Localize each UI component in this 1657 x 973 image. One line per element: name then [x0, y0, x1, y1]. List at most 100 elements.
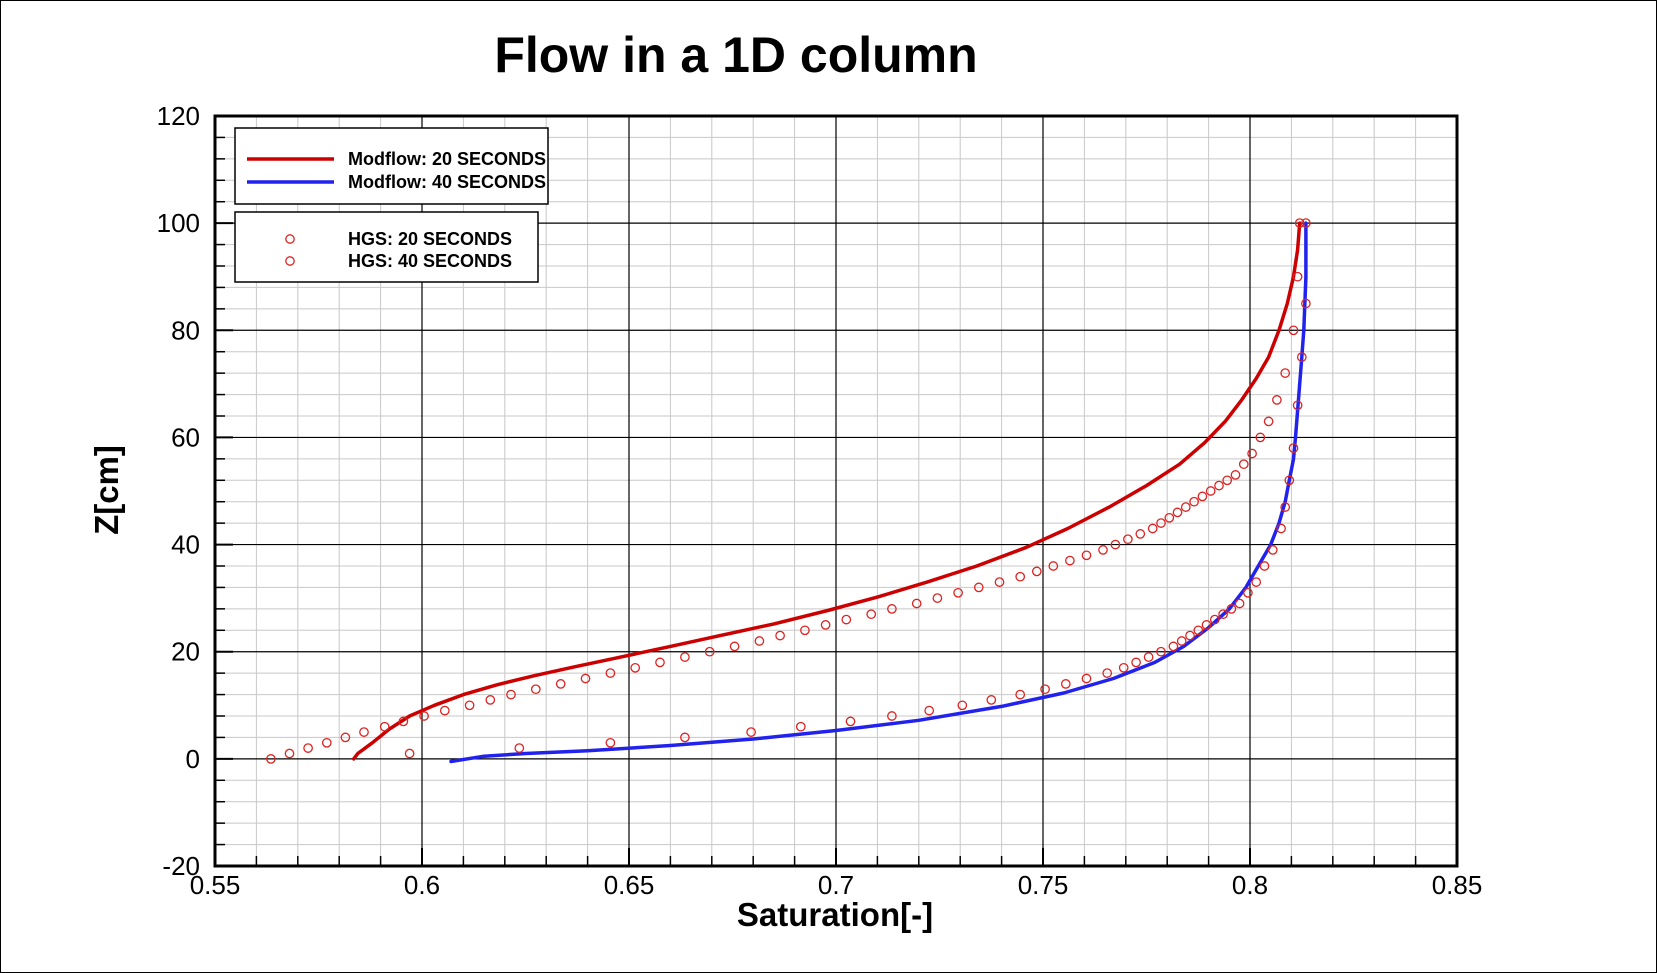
data-point — [1135, 529, 1146, 539]
data-point — [994, 577, 1005, 587]
series-modflow-40-seconds — [449, 221, 1308, 764]
data-point — [1143, 652, 1154, 662]
data-point — [506, 689, 516, 700]
data-point — [419, 711, 429, 721]
series-hgs-40-seconds — [404, 218, 1311, 759]
data-point — [439, 705, 450, 716]
legend-label: Modflow: 20 SECONDS — [348, 149, 546, 169]
data-point — [398, 716, 409, 727]
data-point — [1230, 470, 1241, 480]
data-point — [630, 662, 641, 673]
x-axis-label: Saturation[-] — [737, 896, 933, 933]
data-point — [1296, 352, 1307, 362]
data-point — [1238, 459, 1249, 470]
series-layer — [266, 218, 1311, 764]
data-point — [1288, 325, 1299, 336]
legend-modflow: Modflow: 20 SECONDS Modflow: 40 SECONDS — [234, 127, 549, 205]
data-point — [866, 609, 877, 620]
data-point — [1255, 432, 1266, 443]
data-point — [1276, 523, 1286, 534]
y-axis-label: Z[cm] — [88, 445, 125, 535]
series-line — [449, 221, 1308, 764]
legend-swatch-marker — [285, 256, 295, 266]
data-point — [555, 679, 566, 689]
data-point — [321, 737, 332, 748]
y-tick-label: 40 — [171, 530, 200, 560]
data-point — [1234, 598, 1245, 609]
data-point — [379, 721, 390, 732]
data-point — [775, 630, 785, 641]
data-point — [1156, 518, 1166, 528]
data-point — [1209, 614, 1220, 625]
data-point — [404, 748, 415, 759]
x-tick-label: 0.8 — [1232, 870, 1268, 900]
data-point — [655, 657, 665, 668]
data-point — [1118, 662, 1129, 673]
data-point — [729, 641, 740, 652]
y-tick-label: 80 — [171, 315, 200, 345]
x-tick-labels: 0.55 0.6 0.65 0.7 0.75 0.8 0.85 — [190, 870, 1483, 900]
data-point — [303, 743, 313, 753]
data-point — [1131, 657, 1141, 668]
data-point — [795, 721, 806, 732]
data-point — [957, 700, 968, 711]
data-point — [1205, 486, 1216, 496]
data-point — [1280, 502, 1291, 512]
data-point — [530, 684, 541, 695]
data-point — [986, 695, 997, 705]
data-point — [1172, 507, 1183, 518]
data-point — [680, 732, 690, 743]
tick-marks — [214, 115, 1458, 867]
data-point — [1267, 545, 1278, 555]
data-point — [605, 737, 616, 748]
x-tick-label: 0.7 — [818, 870, 854, 900]
data-point — [605, 668, 616, 678]
data-point — [1288, 443, 1299, 453]
data-point — [1226, 604, 1237, 614]
legend-swatch-marker — [285, 234, 295, 244]
data-point — [1015, 689, 1026, 700]
data-point — [1284, 475, 1295, 486]
data-point — [1081, 550, 1092, 561]
y-tick-label: 20 — [171, 637, 200, 667]
chart-title: Flow in a 1D column — [494, 27, 977, 83]
series-modflow-20-seconds — [351, 221, 1302, 761]
data-point — [1015, 571, 1026, 582]
data-point — [820, 620, 831, 630]
data-point — [266, 754, 276, 764]
data-point — [1214, 480, 1224, 491]
data-point — [841, 614, 852, 625]
data-point — [1060, 679, 1071, 689]
x-tick-label: 0.85 — [1432, 870, 1483, 900]
legend-label: HGS: 40 SECONDS — [348, 251, 512, 271]
x-tick-label: 0.75 — [1018, 870, 1069, 900]
data-point — [1247, 448, 1257, 459]
data-point — [1263, 416, 1274, 427]
data-point — [284, 748, 295, 759]
data-point — [1301, 218, 1311, 228]
data-point — [1294, 218, 1305, 228]
data-point — [1272, 395, 1282, 405]
data-point — [911, 598, 922, 609]
data-point — [1081, 673, 1092, 684]
x-tick-label: 0.6 — [404, 870, 440, 900]
data-point — [1301, 298, 1311, 309]
data-point — [1123, 534, 1133, 545]
data-point — [1102, 668, 1113, 678]
data-point — [754, 636, 765, 646]
data-point — [1065, 555, 1075, 566]
data-point — [514, 743, 525, 753]
data-point — [1098, 545, 1108, 555]
legend-hgs: HGS: 20 SECONDS HGS: 40 SECONDS — [234, 211, 539, 283]
data-point — [1193, 625, 1204, 636]
data-point — [973, 582, 984, 593]
legend-box — [234, 127, 549, 205]
data-point — [704, 646, 715, 657]
data-point — [1197, 491, 1208, 502]
legend-label: Modflow: 40 SECONDS — [348, 172, 546, 192]
x-tick-label: 0.55 — [190, 870, 241, 900]
data-point — [1176, 636, 1187, 646]
data-point — [1164, 512, 1175, 523]
data-point — [924, 705, 935, 716]
